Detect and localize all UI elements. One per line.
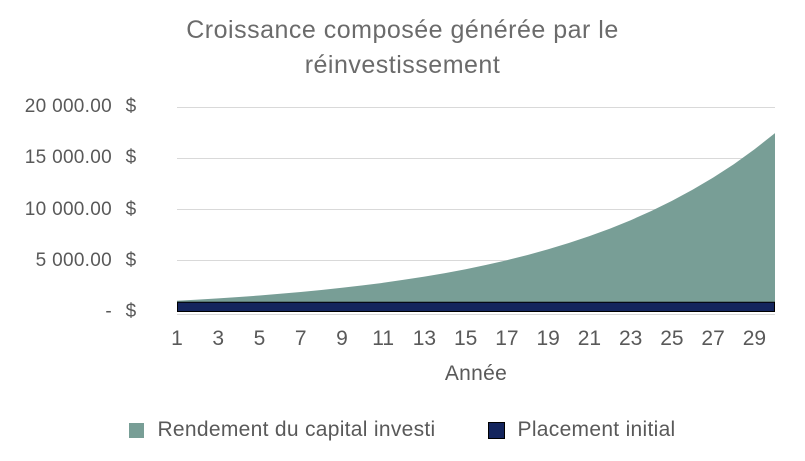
- gridline: [177, 157, 775, 159]
- x-axis-title: Année: [444, 362, 508, 385]
- x-tick-label: 23: [619, 327, 643, 350]
- legend-swatch-0: [129, 422, 145, 438]
- x-tick-label: 19: [536, 327, 560, 350]
- y-tick-label: 10 000.00 $: [18, 198, 150, 222]
- gridline: [177, 106, 775, 108]
- x-tick-label: 17: [495, 327, 519, 350]
- x-axis-line: [177, 314, 775, 315]
- y-tick-label: 20 000.00 $: [18, 95, 150, 119]
- y-tick-currency: $: [125, 249, 137, 271]
- y-tick-number: 10 000.00: [24, 198, 112, 220]
- legend-item-0: Rendement du capital investi: [129, 418, 435, 442]
- x-tick-label: 13: [412, 327, 437, 350]
- y-tick-currency: $: [125, 147, 137, 169]
- area-chart-svg: [177, 133, 775, 312]
- plot-area: [177, 106, 775, 312]
- y-tick-currency: $: [125, 96, 137, 117]
- x-tick-label: 25: [660, 327, 684, 350]
- gridline: [177, 260, 775, 262]
- legend-label-0: Rendement du capital investi: [157, 418, 436, 441]
- y-tick-currency: $: [125, 198, 137, 220]
- x-axis: 1 3 5 7 9 11 13 15 17 19 21 23 25 27 29: [171, 327, 775, 353]
- series-rendement-area: [177, 133, 775, 312]
- y-axis: 20 000.00 $15 000.00 $10 000.00 $5 000.00 $ -…: [18, 96, 150, 322]
- chart-title-line2: réinvestissement: [304, 51, 501, 79]
- y-tick-label: 15 000.00 $: [18, 146, 150, 170]
- legend-swatch-1: [487, 421, 505, 439]
- x-tick-label: 21: [577, 327, 602, 350]
- x-tick-label: 9: [336, 327, 348, 350]
- x-tick-label: 11: [372, 327, 395, 350]
- y-tick-number: -: [105, 301, 112, 322]
- y-tick-label: - $: [18, 300, 150, 324]
- x-tick-label: 29: [742, 327, 767, 350]
- y-tick-number: 15 000.00: [24, 147, 112, 169]
- legend: Rendement du capital investi Placement in…: [0, 418, 805, 442]
- y-tick-label: 5 000.00 $: [18, 249, 150, 273]
- x-tick-label: 15: [454, 327, 478, 350]
- x-tick-label: 3: [212, 327, 225, 350]
- series-placement-band: [177, 301, 775, 312]
- y-tick-currency: $: [125, 301, 137, 322]
- y-tick-number: 20 000.00: [24, 96, 112, 117]
- chart-title: Croissance composée générée par le réinv…: [0, 13, 805, 83]
- chart-title-line1: Croissance composée générée par le: [186, 16, 619, 44]
- y-tick-number: 5 000.00: [35, 249, 112, 271]
- x-tick-label: 1: [171, 327, 183, 350]
- x-tick-label: 27: [701, 327, 725, 350]
- legend-item-1: Placement initial: [487, 418, 676, 442]
- x-tick-label: 5: [253, 327, 266, 350]
- legend-label-1: Placement initial: [517, 418, 676, 441]
- x-tick-label: 7: [294, 327, 307, 350]
- gridline: [177, 209, 775, 210]
